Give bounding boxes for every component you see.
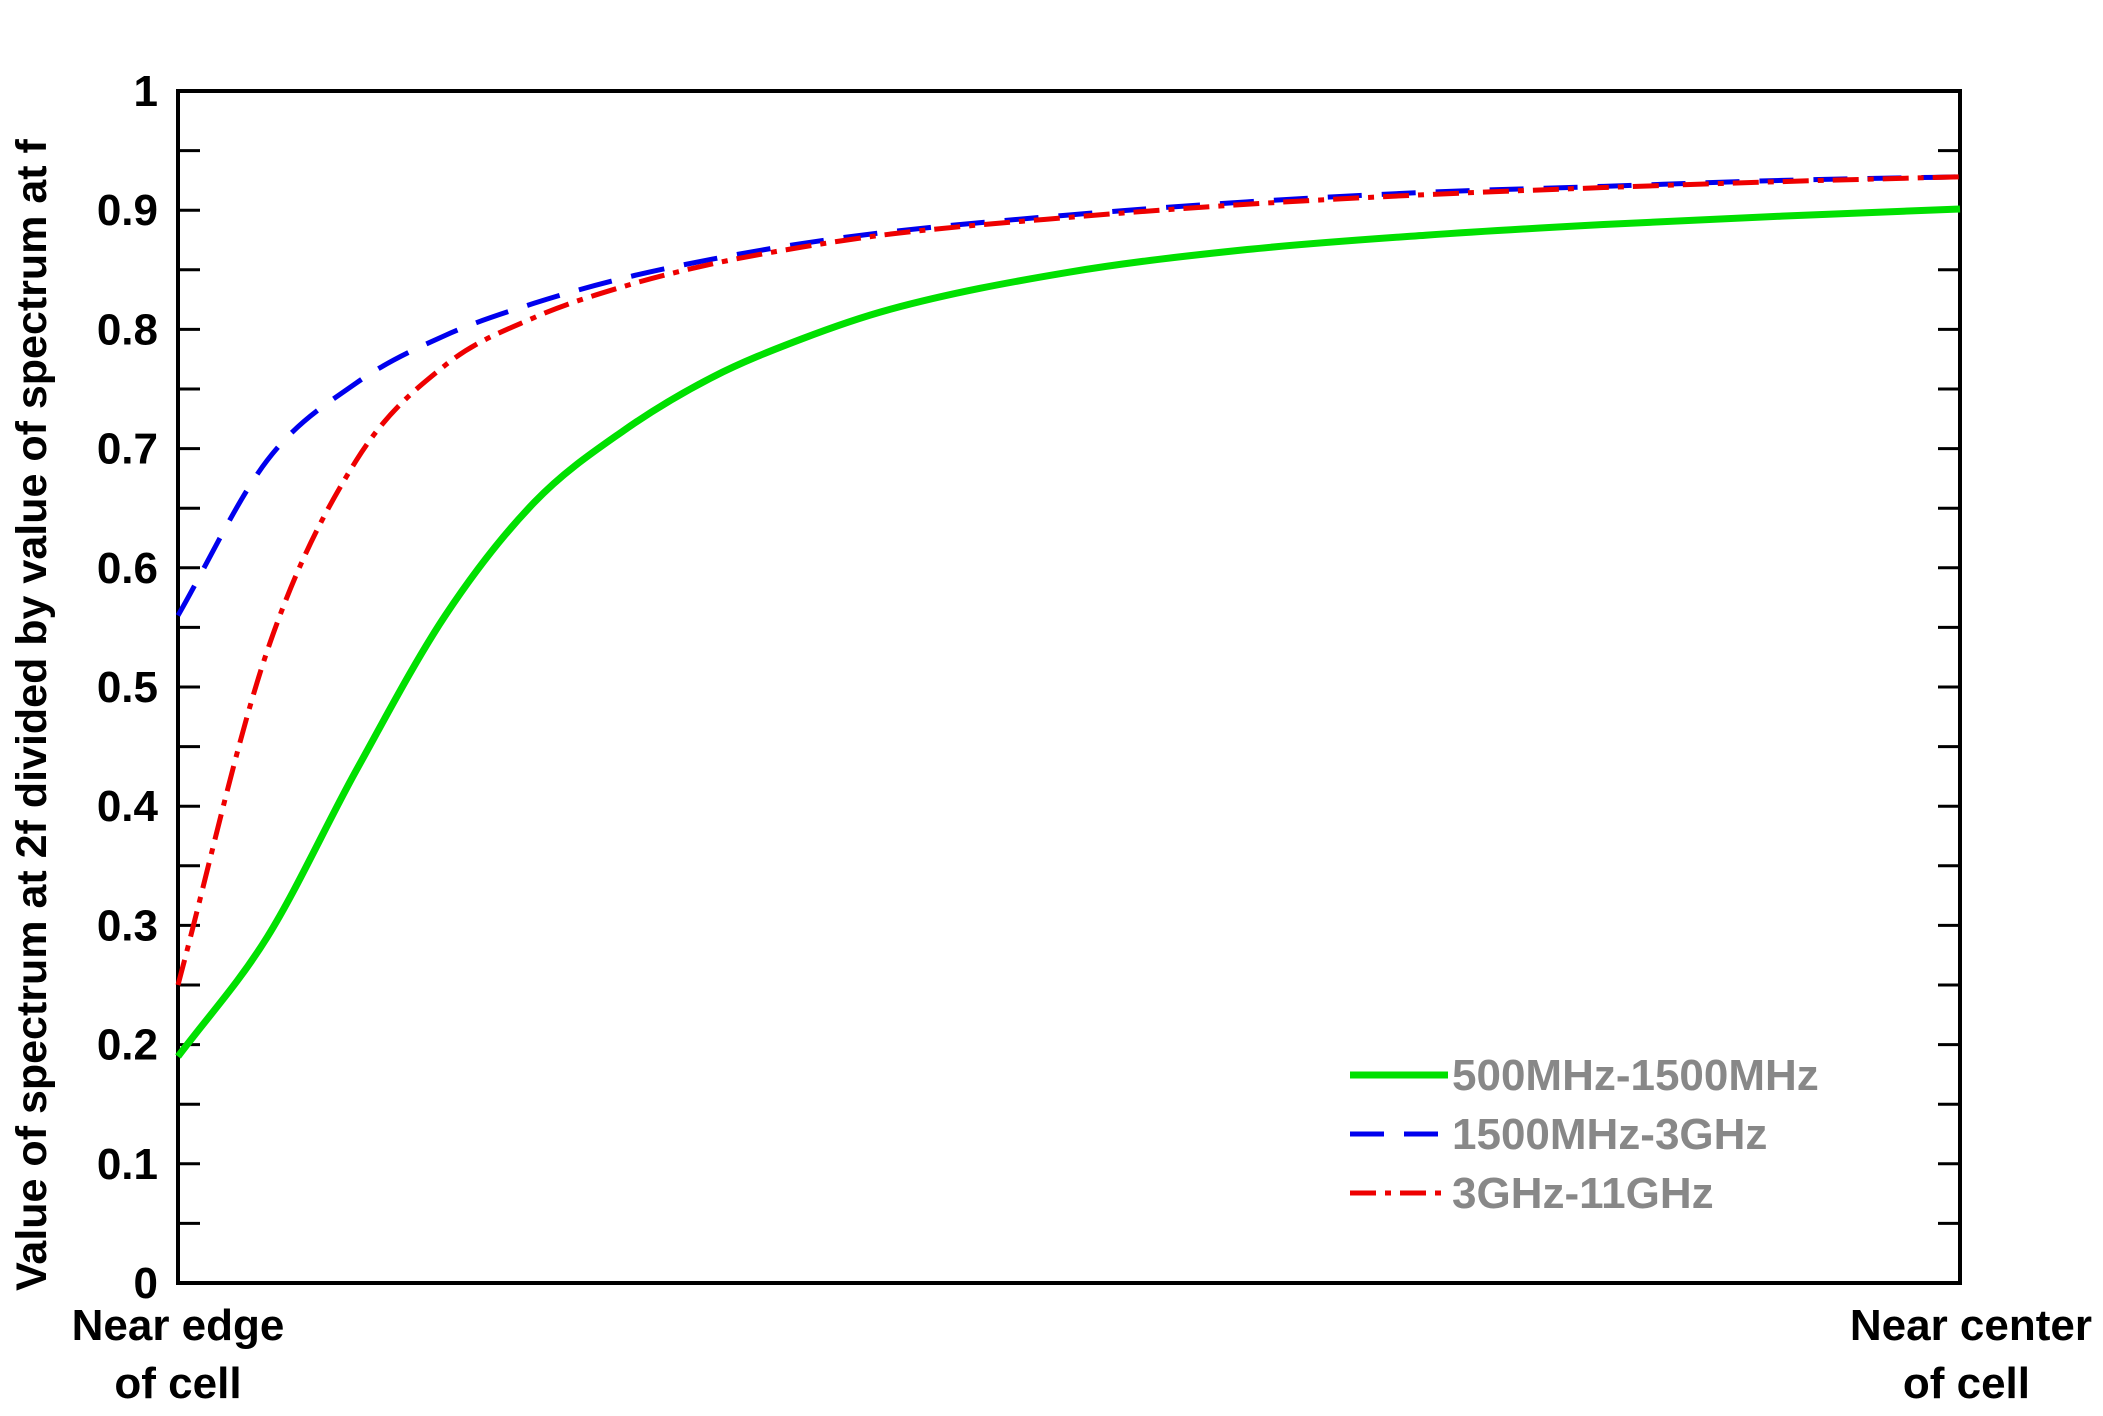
y-tick-label: 0.7: [97, 425, 158, 474]
x-tick-label-left-line1: Near edge: [72, 1301, 285, 1350]
series-lines: [175, 174, 1961, 1059]
legend-label-1: 1500MHz-3GHz: [1452, 1110, 1767, 1159]
x-tick-label-right-line1: Near center: [1850, 1301, 2092, 1350]
series-line-1: [175, 174, 1961, 617]
y-axis-title: Value of spectrum at 2f divided by value…: [8, 138, 56, 1290]
y-tick-label: 0.4: [97, 782, 159, 831]
series-line-2: [175, 174, 1961, 986]
legend-label-2: 3GHz-11GHz: [1452, 1169, 1714, 1218]
x-tick-label-right-line2: of cell: [1903, 1359, 2030, 1408]
legend: 500MHz-1500MHz 1500MHz-3GHz 3GHz-11GHz: [1350, 1051, 1819, 1218]
series-line-0: [175, 205, 1961, 1059]
legend-label-0: 500MHz-1500MHz: [1452, 1051, 1819, 1100]
y-tick-label: 0.2: [97, 1021, 158, 1070]
y-tick-label: 1: [134, 67, 158, 116]
x-tick-label-left-line2: of cell: [114, 1359, 241, 1408]
y-tick-label: 0.8: [97, 305, 158, 354]
y-tick-label: 0.1: [97, 1140, 158, 1189]
y-tick-label: 0.3: [97, 901, 158, 950]
y-tick-label: 0.5: [97, 663, 158, 712]
y-tick-label: 0.9: [97, 186, 158, 235]
y-tick-label: 0: [134, 1259, 158, 1308]
y-tick-label: 0.6: [97, 544, 158, 593]
y-axis-tick-labels: 0 0.1 0.2 0.3 0.4 0.5 0.6 0.7 0.8 0.9 1: [97, 67, 159, 1308]
